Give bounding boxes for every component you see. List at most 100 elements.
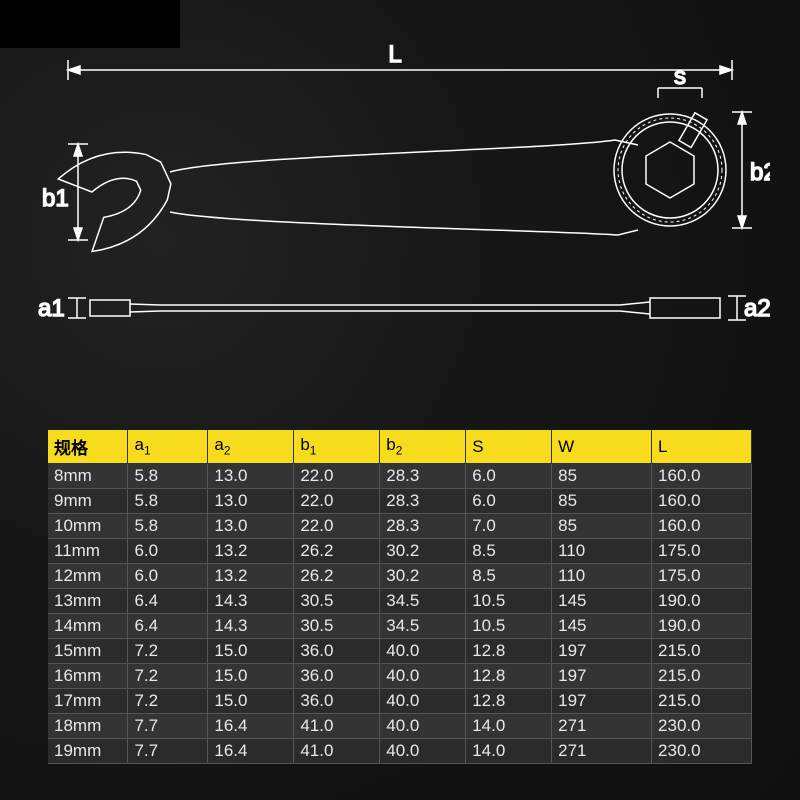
table-cell: 40.0	[380, 739, 466, 764]
table-cell: 12mm	[48, 564, 128, 589]
table-header-S: S	[466, 430, 552, 464]
table-row: 14mm6.414.330.534.510.5145190.0	[48, 614, 752, 639]
table-cell: 145	[552, 589, 652, 614]
wrench-diagram: L s	[30, 40, 770, 370]
table-cell: 5.8	[128, 514, 208, 539]
table-cell: 13.0	[208, 489, 294, 514]
table-cell: 215.0	[652, 664, 752, 689]
table-cell: 40.0	[380, 689, 466, 714]
table-cell: 14.0	[466, 714, 552, 739]
table-cell: 85	[552, 464, 652, 489]
table-cell: 22.0	[294, 489, 380, 514]
table-row: 9mm5.813.022.028.36.085160.0	[48, 489, 752, 514]
table-cell: 18mm	[48, 714, 128, 739]
table-row: 16mm7.215.036.040.012.8197215.0	[48, 664, 752, 689]
table-cell: 160.0	[652, 464, 752, 489]
table-cell: 12.8	[466, 664, 552, 689]
table-cell: 6.0	[466, 489, 552, 514]
table-cell: 6.4	[128, 589, 208, 614]
table-cell: 110	[552, 564, 652, 589]
table-cell: 85	[552, 489, 652, 514]
table-cell: 160.0	[652, 489, 752, 514]
dim-label-a1: a1	[38, 295, 65, 322]
table-cell: 41.0	[294, 739, 380, 764]
table-cell: 6.4	[128, 614, 208, 639]
table-cell: 40.0	[380, 664, 466, 689]
table-cell: 17mm	[48, 689, 128, 714]
table-cell: 85	[552, 514, 652, 539]
table-row: 11mm6.013.226.230.28.5110175.0	[48, 539, 752, 564]
table-cell: 26.2	[294, 564, 380, 589]
table-cell: 30.5	[294, 614, 380, 639]
table-cell: 40.0	[380, 714, 466, 739]
table-cell: 26.2	[294, 539, 380, 564]
table-body: 8mm5.813.022.028.36.085160.09mm5.813.022…	[48, 464, 752, 764]
table-cell: 230.0	[652, 714, 752, 739]
table-cell: 36.0	[294, 664, 380, 689]
table-cell: 15.0	[208, 689, 294, 714]
table-header-a2: a2	[208, 430, 294, 464]
table-cell: 190.0	[652, 589, 752, 614]
table-cell: 8.5	[466, 564, 552, 589]
table-cell: 197	[552, 639, 652, 664]
table-cell: 14.0	[466, 739, 552, 764]
table-cell: 6.0	[128, 564, 208, 589]
table-cell: 7.0	[466, 514, 552, 539]
table-cell: 5.8	[128, 489, 208, 514]
table-row: 8mm5.813.022.028.36.085160.0	[48, 464, 752, 489]
table-cell: 271	[552, 739, 652, 764]
table-cell: 15.0	[208, 664, 294, 689]
table-cell: 9mm	[48, 489, 128, 514]
table-cell: 10mm	[48, 514, 128, 539]
table-cell: 8mm	[48, 464, 128, 489]
table-row: 10mm5.813.022.028.37.085160.0	[48, 514, 752, 539]
table-cell: 34.5	[380, 589, 466, 614]
table-cell: 11mm	[48, 539, 128, 564]
dim-label-s: s	[674, 63, 686, 90]
table-row: 17mm7.215.036.040.012.8197215.0	[48, 689, 752, 714]
table-cell: 7.2	[128, 664, 208, 689]
table-cell: 5.8	[128, 464, 208, 489]
table-cell: 13.2	[208, 539, 294, 564]
table-row: 12mm6.013.226.230.28.5110175.0	[48, 564, 752, 589]
table-cell: 6.0	[128, 539, 208, 564]
table-cell: 14.3	[208, 614, 294, 639]
table-cell: 30.2	[380, 564, 466, 589]
table-cell: 197	[552, 664, 652, 689]
dim-label-b1: b1	[42, 185, 69, 212]
dim-label-L: L	[388, 41, 401, 68]
table-cell: 14mm	[48, 614, 128, 639]
table-cell: 13.2	[208, 564, 294, 589]
table-cell: 16.4	[208, 739, 294, 764]
table-header-W: W	[552, 430, 652, 464]
table-cell: 190.0	[652, 614, 752, 639]
table-cell: 7.7	[128, 714, 208, 739]
table-cell: 160.0	[652, 514, 752, 539]
spec-table: 规格a1a2b1b2SWL 8mm5.813.022.028.36.085160…	[48, 430, 752, 764]
table-cell: 175.0	[652, 539, 752, 564]
table-cell: 215.0	[652, 689, 752, 714]
table-row: 13mm6.414.330.534.510.5145190.0	[48, 589, 752, 614]
table-cell: 230.0	[652, 739, 752, 764]
table-cell: 14.3	[208, 589, 294, 614]
table-cell: 28.3	[380, 489, 466, 514]
dim-label-b2: b2	[750, 159, 770, 186]
table-cell: 197	[552, 689, 652, 714]
table-cell: 8.5	[466, 539, 552, 564]
table-cell: 28.3	[380, 464, 466, 489]
table-cell: 215.0	[652, 639, 752, 664]
table-row: 19mm7.716.441.040.014.0271230.0	[48, 739, 752, 764]
table-cell: 7.7	[128, 739, 208, 764]
table-row: 15mm7.215.036.040.012.8197215.0	[48, 639, 752, 664]
table-row: 18mm7.716.441.040.014.0271230.0	[48, 714, 752, 739]
table-cell: 271	[552, 714, 652, 739]
table-header-a1: a1	[128, 430, 208, 464]
table-cell: 7.2	[128, 689, 208, 714]
table-cell: 34.5	[380, 614, 466, 639]
table-header-spec: 规格	[48, 430, 128, 464]
table-cell: 13mm	[48, 589, 128, 614]
table-cell: 145	[552, 614, 652, 639]
table-cell: 13.0	[208, 514, 294, 539]
table-cell: 36.0	[294, 689, 380, 714]
table-cell: 22.0	[294, 464, 380, 489]
